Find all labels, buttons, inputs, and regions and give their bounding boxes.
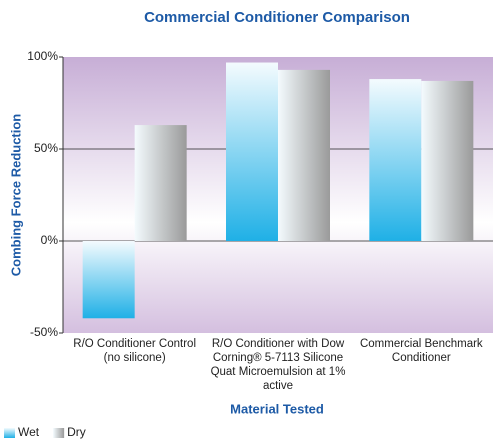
bar (278, 70, 330, 241)
y-axis-title: Combing Force Reduction (8, 114, 23, 277)
x-axis-title: Material Tested (230, 401, 324, 416)
bar (421, 81, 473, 241)
legend-label: Wet (18, 425, 40, 439)
y-tick-label: 50% (34, 141, 58, 155)
legend-swatch (4, 428, 15, 438)
x-tick-label: R/O Conditioner with Dow Corning® 5-7113… (208, 337, 348, 393)
bar (135, 125, 187, 241)
legend-label: Dry (67, 425, 86, 439)
y-tick-label: -50% (30, 325, 58, 339)
legend-swatch (53, 428, 64, 438)
x-tick-label: Commercial Benchmark Conditioner (351, 337, 491, 365)
bar (83, 241, 135, 318)
y-tick-label: 100% (27, 49, 58, 63)
bar (369, 79, 421, 241)
x-tick-label: R/O Conditioner Control (no silicone) (65, 337, 205, 365)
bar (226, 63, 278, 241)
chart-title: Commercial Conditioner Comparison (144, 9, 410, 26)
chart: Commercial Conditioner Comparison Combin… (0, 0, 493, 442)
y-tick-label: 0% (41, 233, 59, 247)
